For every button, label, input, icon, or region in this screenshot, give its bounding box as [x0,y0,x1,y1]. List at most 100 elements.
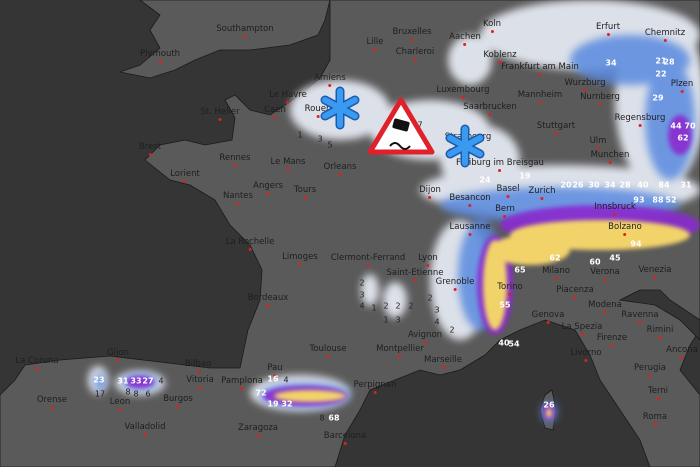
city-label: Le Havre [269,90,307,104]
city-label: Pamplona [221,376,263,390]
city-label: Nurnberg [580,92,620,106]
city-label: Bern [495,204,515,218]
snow-depth-value: 4 [434,317,440,327]
snow-depth-value: 17 [94,389,106,399]
coast-sea-channel [618,289,700,341]
great-britain [118,0,331,79]
snow-depth-value: 94 [630,239,642,249]
city-label: Torino [497,282,523,296]
city-label: Burgos [163,394,193,408]
snow-depth-value: 33 [130,376,142,386]
snow-depth-value: 34 [605,58,617,68]
snow-depth-value: 55 [499,300,511,310]
snow-depth-value: 3 [395,315,401,325]
snow-depth-value: 2 [408,301,414,311]
snow-depth-value: 16 [267,374,279,384]
snow-depth-value: 20 [560,180,572,190]
city-label: Frankfurt am Main [501,62,579,76]
city-label: Freiburg im Breisgau [456,158,544,172]
city-label: Genova [531,310,565,324]
city-label: Terni [647,386,669,400]
snow-depth-value: 31 [117,376,129,386]
snow-depth-value: 30 [588,180,600,190]
snow-depth-value: 21 [655,56,667,66]
city-label: Plzen [670,79,694,93]
snow-depth-value: 27 [142,376,154,386]
snow-depth-value: 34 [604,180,616,190]
snow-depth-value: 26 [543,400,555,410]
city-label: Gijon [107,348,129,362]
snow-depth-value: 28 [619,180,631,190]
snow-depth-value: 60 [589,257,601,267]
snow-depth-value: 22 [655,69,667,79]
city-label: Firenze [596,333,628,347]
city-label: La Rochelle [225,237,275,251]
snow-depth-value: 62 [549,253,561,263]
snow-depth-value: 29 [652,93,664,103]
city-label: Avignon [407,330,443,344]
snow-depth-value: 7 [417,120,423,130]
city-label: Venezia [638,265,672,279]
snow-depth-value: 4 [359,301,365,311]
city-label: Lorient [170,169,200,183]
city-label: Chemnitz [644,28,686,42]
snowflake-icon [443,124,487,172]
city-label: Saint-Etienne [386,268,444,282]
city-label: Erfurt [595,22,621,36]
city-label: Marseille [423,355,463,369]
city-label: Lausanne [449,222,491,236]
snowflake-icon [318,86,362,134]
snow-depth-value: 2 [427,293,433,303]
snow-depth-value: 8 [133,389,139,399]
city-label: Zurich [528,186,556,200]
city-label: Bilbao [184,359,212,373]
city-label: Wurzburg [564,78,606,92]
snow-depth-value: 2 [383,301,389,311]
city-label: La Spezia [561,322,603,336]
snow-depth-value: 1 [383,315,389,325]
snow-depth-value: 52 [665,195,677,205]
city-label: Bruxelles [392,27,432,41]
city-label: Barcelona [323,431,367,445]
city-label: Ulm [589,136,607,150]
snow-depth-value: 8 [125,387,131,397]
city-label: Limoges [282,252,318,266]
city-label: Mannheim [517,90,563,104]
snow-depth-value: 70 [684,121,696,131]
snow-cover-layer [88,0,700,422]
city-label: Vitoria [186,375,214,389]
snow-depth-value: 2 [449,325,455,335]
city-label: Piacenza [556,285,594,299]
city-label: Plymouth [139,49,181,63]
city-label: Charleroi [395,47,435,61]
city-label: Livorno [570,348,602,362]
city-label: Tours [293,185,317,199]
city-label: Valladolid [124,422,166,436]
city-label: Modena [588,300,622,314]
city-label: Brest [138,142,162,156]
snow-depth-value: 6 [145,389,151,399]
city-label: Munchen [590,150,630,164]
city-label: Rennes [219,153,251,167]
city-label: Milano [542,266,570,280]
snow-depth-value: 19 [267,399,279,409]
snow-depth-value: 3 [317,134,323,144]
snow-depth-value: 28 [663,57,675,67]
snow-depth-value: 88 [652,195,664,205]
city-label: Perpignan [353,380,397,394]
city-label: Bolzano [608,222,642,236]
snow-depth-value: 31 [680,180,692,190]
snow-depth-value: 62 [677,133,689,143]
slippery-road-warning-icon [366,96,436,160]
city-label: Regensburg [614,113,666,127]
snow-depth-value: 72 [255,388,267,398]
city-label: Lyon [418,253,438,267]
city-label: Saarbrucken [463,102,517,116]
snow-depth-value: 3 [434,305,440,315]
city-label: Innsbruck [594,202,636,216]
city-label: Orense [36,395,68,409]
city-label: Ancona [666,345,698,359]
